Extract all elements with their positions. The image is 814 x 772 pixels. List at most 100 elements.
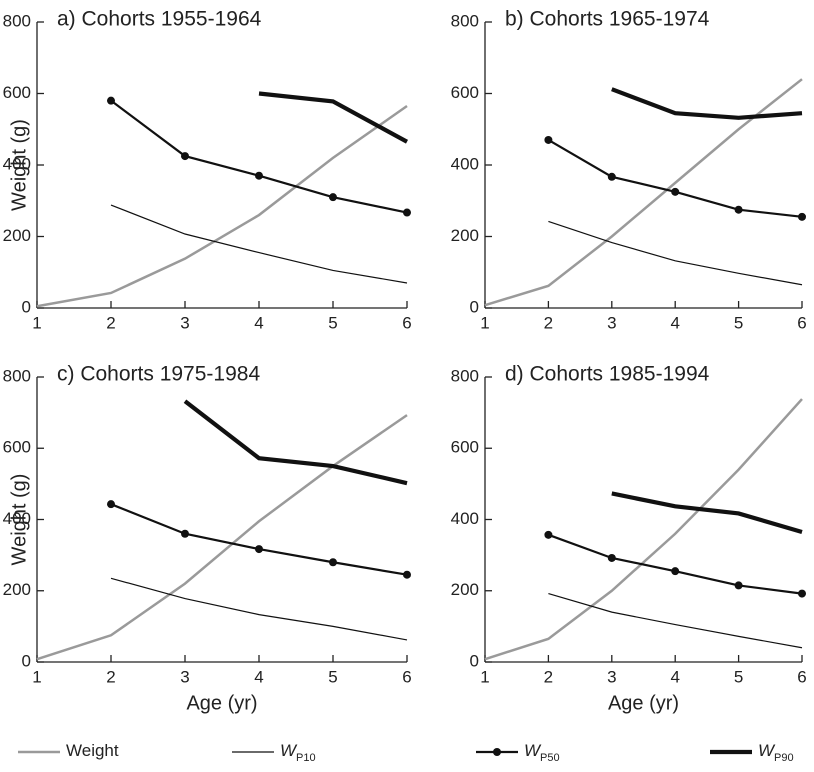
y-tick-label: 0: [22, 297, 31, 316]
x-tick-label: 2: [544, 667, 553, 686]
x-tick-label: 5: [328, 313, 337, 332]
y-tick-label: 800: [3, 366, 31, 385]
y-tick-label: 200: [451, 580, 479, 599]
y-axis-label: Weight (g): [8, 119, 30, 211]
x-tick-label: 1: [480, 667, 489, 686]
x-tick-label: 6: [797, 313, 806, 332]
y-tick-label: 600: [451, 438, 479, 457]
y-tick-label: 400: [3, 154, 31, 173]
x-tick-label: 3: [180, 313, 189, 332]
series-line: [110, 503, 408, 576]
x-tick-label: 4: [670, 313, 679, 332]
legend-name: Weight: [66, 741, 119, 760]
point: [181, 152, 189, 161]
series-line: [548, 593, 803, 649]
point: [671, 567, 680, 576]
series-line: [548, 533, 803, 595]
legend-label: WP90: [758, 741, 794, 763]
x-tick-label: 4: [254, 667, 263, 686]
y-tick-label: 0: [22, 651, 31, 670]
y-axis-label: Weight (g): [8, 474, 30, 566]
series-line: [258, 91, 409, 144]
x-axis-label: Age (yr): [186, 692, 257, 714]
panel-title: b) Cohorts 1965-1974: [505, 8, 710, 31]
y-tick-label: 400: [3, 509, 31, 528]
x-tick-label: 2: [544, 313, 553, 332]
x-tick-label: 6: [797, 667, 806, 686]
series-line: [548, 220, 803, 286]
legend-subscript: P10: [296, 752, 316, 764]
y-tick-label: 400: [451, 154, 479, 173]
point: [607, 172, 616, 181]
point: [734, 581, 743, 590]
x-axis-label: Age (yr): [608, 692, 679, 714]
series-line: [110, 577, 408, 641]
x-tick-label: 1: [32, 313, 41, 332]
point: [329, 558, 337, 567]
x-tick-label: 5: [734, 667, 743, 686]
point: [107, 96, 115, 105]
y-tick-label: 0: [470, 297, 479, 316]
point: [329, 193, 337, 202]
legend-label: WP10: [280, 741, 316, 763]
point: [255, 545, 263, 554]
y-tick-label: 200: [3, 226, 31, 245]
legend-subscript: P90: [774, 752, 794, 764]
series-line: [36, 104, 408, 308]
y-tick-label: 600: [3, 83, 31, 102]
series-line: [547, 139, 803, 218]
x-tick-label: 5: [328, 667, 337, 686]
x-tick-label: 3: [607, 667, 616, 686]
point: [403, 570, 411, 579]
y-tick-label: 600: [3, 438, 31, 457]
legend-label: WP50: [524, 741, 560, 763]
legend-name: W: [280, 741, 298, 760]
x-tick-label: 4: [670, 667, 679, 686]
series-line: [36, 414, 408, 661]
series-line: [484, 398, 803, 661]
point: [671, 187, 680, 196]
y-tick-label: 800: [3, 11, 31, 30]
series-line: [484, 78, 803, 307]
point: [798, 589, 806, 598]
series-line: [611, 491, 803, 534]
legend-name: W: [524, 741, 542, 760]
point: [607, 553, 616, 562]
point: [544, 135, 553, 144]
series-line: [110, 204, 408, 284]
legend-marker: [493, 748, 501, 756]
panel-title: a) Cohorts 1955-1964: [57, 8, 262, 31]
point: [544, 530, 553, 539]
panel-title: d) Cohorts 1985-1994: [505, 363, 710, 386]
y-tick-label: 400: [451, 509, 479, 528]
y-tick-label: 200: [451, 226, 479, 245]
point: [181, 529, 189, 538]
y-tick-label: 0: [470, 651, 479, 670]
x-tick-label: 2: [106, 667, 115, 686]
x-tick-label: 3: [180, 667, 189, 686]
point: [255, 171, 263, 180]
y-tick-label: 600: [451, 83, 479, 102]
point: [798, 212, 806, 221]
x-tick-label: 1: [32, 667, 41, 686]
legend-name: W: [758, 741, 776, 760]
x-tick-label: 6: [402, 313, 411, 332]
legend-subscript: P50: [540, 752, 560, 764]
series-line: [611, 87, 803, 120]
series-line: [183, 399, 408, 486]
x-tick-label: 5: [734, 313, 743, 332]
x-tick-label: 4: [254, 313, 263, 332]
legend-label: Weight: [66, 741, 119, 760]
x-tick-label: 6: [402, 667, 411, 686]
y-tick-label: 800: [451, 366, 479, 385]
y-tick-label: 200: [3, 580, 31, 599]
point: [107, 500, 115, 509]
point: [734, 205, 743, 214]
y-tick-label: 800: [451, 11, 479, 30]
x-tick-label: 2: [106, 313, 115, 332]
point: [403, 208, 411, 217]
x-tick-label: 1: [480, 313, 489, 332]
x-tick-label: 3: [607, 313, 616, 332]
panel-title: c) Cohorts 1975-1984: [57, 363, 260, 386]
